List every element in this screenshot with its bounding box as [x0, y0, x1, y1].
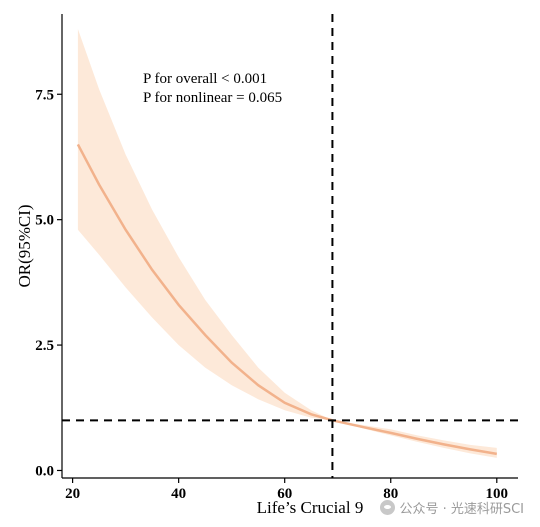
x-tick-label: 60 [277, 486, 292, 502]
x-tick-label: 40 [171, 486, 186, 502]
plot-area: 20 40 60 80 100 0.0 2.5 5.0 7.5 Life’s Crucial 9 O… [15, 14, 518, 517]
y-tick-label: 7.5 [35, 87, 54, 103]
y-tick-label: 0.0 [35, 463, 54, 479]
y-tick-label: 2.5 [35, 338, 54, 354]
watermark-text: 公众号 · 光速科研SCI [399, 502, 524, 517]
x-tick-label: 100 [486, 486, 509, 502]
p-value-annotation: P for overall < 0.001 [143, 71, 267, 87]
p-value-annotation: P for nonlinear = 0.065 [143, 90, 282, 106]
confidence-band [77, 29, 497, 458]
x-tick-label: 80 [383, 486, 398, 502]
x-tick-label: 20 [65, 486, 80, 502]
x-axis-title: Life’s Crucial 9 [257, 498, 364, 517]
y-tick-label: 5.0 [35, 213, 54, 229]
or-line [76, 143, 498, 456]
chat-bubble-icon [380, 500, 396, 515]
watermark: 公众号 · 光速科研SCI [380, 498, 524, 517]
y-axis-title: OR(95%CI) [15, 204, 34, 287]
